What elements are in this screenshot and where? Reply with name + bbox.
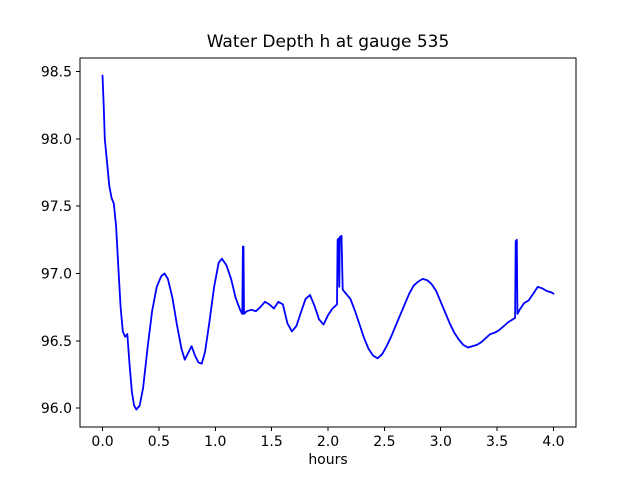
y-tick-label: 96.5: [41, 334, 72, 350]
y-axis-ticks: 96.0 96.5 97.0 97.5 98.0 98.5: [41, 64, 80, 417]
x-tick-label: 4.0: [542, 434, 564, 450]
y-tick-label: 98.0: [41, 132, 72, 148]
x-tick-label: 2.5: [373, 434, 395, 450]
y-tick-label: 96.0: [41, 401, 72, 417]
x-tick-label: 0.0: [91, 434, 113, 450]
x-axis-ticks: 0.0 0.5 1.0 1.5 2.0 2.5 3.0 3.5 4.0: [91, 427, 565, 450]
y-tick-label: 97.0: [41, 266, 72, 282]
y-tick-label: 98.5: [41, 64, 72, 80]
x-tick-label: 3.5: [486, 434, 508, 450]
x-tick-label: 1.5: [261, 434, 283, 450]
water-depth-line: [101, 74, 555, 411]
x-tick-label: 1.0: [204, 434, 226, 450]
x-tick-label: 3.0: [430, 434, 452, 450]
x-tick-label: 0.5: [148, 434, 170, 450]
y-tick-label: 97.5: [41, 199, 72, 215]
x-axis-label: hours: [308, 452, 347, 468]
x-tick-label: 2.0: [317, 434, 339, 450]
chart-title: Water Depth h at gauge 535: [207, 32, 450, 52]
